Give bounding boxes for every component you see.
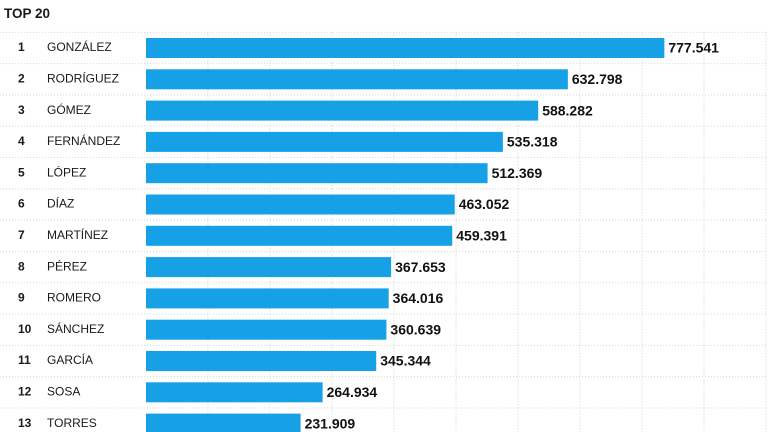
bar [146, 288, 389, 309]
rank-label: 1 [18, 40, 25, 54]
rank-label: 11 [18, 353, 31, 367]
value-label: 535.318 [507, 134, 558, 150]
rank-label: 3 [18, 103, 25, 117]
rank-label: 9 [18, 291, 25, 305]
bar [146, 163, 488, 184]
bar [146, 413, 301, 432]
label-layer: 1 GONZÁLEZ 777.541 2 RODRÍGUEZ 632.798 3 GÓMEZ 5… [18, 39, 719, 431]
category-label: SOSA [47, 384, 80, 398]
category-label: PÉREZ [47, 258, 87, 273]
category-label: ROMERO [47, 291, 101, 305]
value-label: 367.653 [395, 259, 446, 275]
bar [146, 100, 539, 121]
row-divider-layer [0, 31, 768, 409]
value-label: 588.282 [542, 102, 593, 118]
category-label: SÁNCHEZ [47, 321, 104, 336]
rank-label: 13 [18, 416, 32, 430]
bar [146, 225, 453, 246]
bar [146, 351, 377, 371]
bar-layer [146, 38, 665, 432]
category-label: MARTÍNEZ [47, 227, 108, 242]
rank-label: 2 [18, 71, 25, 85]
bar [146, 69, 568, 90]
category-label: DÍAZ [47, 196, 74, 211]
bar [146, 319, 387, 340]
value-label: 231.909 [305, 415, 356, 431]
category-label: LÓPEZ [47, 164, 86, 179]
bar [146, 194, 455, 215]
value-label: 360.639 [390, 321, 441, 337]
rank-label: 12 [18, 384, 32, 398]
value-label: 459.391 [456, 228, 507, 244]
value-label: 463.052 [459, 196, 510, 212]
value-label: 512.369 [492, 165, 543, 181]
chart-title: TOP 20 [4, 6, 51, 21]
value-label: 364.016 [393, 290, 444, 306]
category-label: TORRES [47, 416, 97, 430]
rank-label: 7 [18, 228, 25, 242]
bar [146, 131, 503, 152]
rank-label: 10 [18, 322, 32, 336]
bar [146, 38, 665, 58]
value-label: 632.798 [572, 71, 623, 87]
rank-label: 5 [18, 165, 25, 179]
category-label: GONZÁLEZ [47, 39, 112, 54]
category-label: GÓMEZ [47, 102, 91, 117]
bar [146, 382, 323, 403]
value-label: 345.344 [380, 353, 431, 369]
value-label: 777.541 [668, 40, 719, 56]
category-label: GARCÍA [47, 352, 93, 367]
bar [146, 257, 392, 278]
rank-label: 4 [18, 134, 25, 148]
category-label: FERNÁNDEZ [47, 133, 120, 148]
rank-label: 8 [18, 259, 25, 273]
value-label: 264.934 [327, 384, 378, 400]
category-label: RODRÍGUEZ [47, 70, 119, 85]
rank-label: 6 [18, 197, 25, 211]
